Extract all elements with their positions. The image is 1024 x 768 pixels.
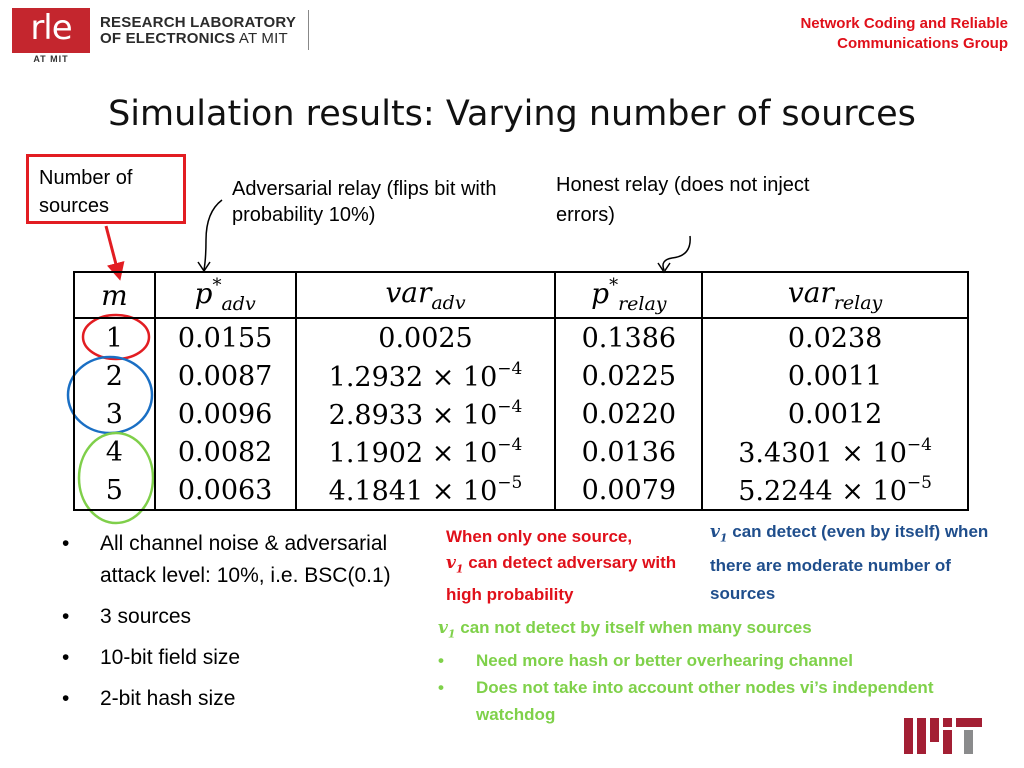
v1-symbol: v1: [446, 553, 464, 576]
bullet-icon: •: [62, 646, 70, 669]
lab-line2-thin: AT MIT: [235, 30, 288, 47]
list-item: • Need more hash or better overhearing ch…: [438, 647, 998, 674]
table-cell: 1: [73, 318, 156, 357]
header-var-relay: varrelay: [701, 271, 969, 319]
arrow-red-icon: [104, 225, 125, 281]
table-cell: 0.0079: [554, 471, 704, 511]
list-item: • 10-bit field size: [62, 642, 402, 674]
bullet-text: 2-bit hash size: [100, 687, 236, 710]
mit-logo-icon: [904, 718, 982, 754]
list-item: • All channel noise & adversarial attack …: [62, 528, 402, 592]
note-one-source: When only one source, v1 can detect adve…: [446, 524, 706, 608]
note-green-heading: v1 can not detect by itself when many so…: [438, 614, 998, 647]
table-cell: 4: [73, 433, 156, 471]
header-m: m: [73, 271, 156, 319]
list-item: • 3 sources: [62, 601, 402, 633]
table-cell: 0.0225: [554, 357, 704, 395]
bullet-icon: •: [62, 605, 70, 628]
arrow-adversarial-head-icon: [197, 261, 211, 273]
table-cell: 0.0012: [701, 395, 969, 433]
table-cell: 0.0136: [554, 433, 704, 471]
arrow-honest-icon: [662, 235, 691, 271]
group-title-line2: Communications Group: [837, 35, 1008, 52]
table-cell: 3: [73, 395, 156, 433]
note-red-text: can detect adversary with high probabili…: [446, 553, 677, 605]
bullet-text: 3 sources: [100, 605, 192, 628]
table-row: 4 0.0082 1.1902 × 10−4 0.0136 3.4301 × 10−4: [73, 433, 969, 471]
table-cell: 0.0025: [294, 318, 557, 357]
table-row: 1 0.0155 0.0025 0.1386 0.0238: [73, 318, 969, 357]
bullet-icon: •: [438, 651, 444, 671]
table-cell: 0.0220: [554, 395, 704, 433]
rle-logo-text: rle: [30, 8, 72, 48]
note-moderate-sources: v1 can detect (even by itself) when ther…: [710, 518, 1020, 608]
table-cell: 0.0063: [153, 471, 297, 511]
table-row: 2 0.0087 1.2932 × 10−4 0.0225 0.0011: [73, 357, 969, 395]
table-cell: 0.0087: [153, 357, 297, 395]
bullet-icon: •: [62, 532, 70, 555]
note-green-item: Need more hash or better overhearing cha…: [476, 651, 853, 671]
group-title: Network Coding and Reliable Communicatio…: [688, 14, 1008, 54]
list-item: • 2-bit hash size: [62, 683, 402, 715]
note-green-item: Does not take into account other nodes v…: [476, 678, 934, 725]
bullet-icon: •: [438, 678, 444, 698]
bullet-text: All channel noise & adversarial attack l…: [100, 532, 391, 587]
table-cell: 0.0155: [153, 318, 297, 357]
header-p-adv: p*adv: [153, 271, 297, 319]
table-cell: 3.4301 × 10−4: [701, 433, 969, 471]
table-cell: 0.0238: [701, 318, 969, 357]
table-cell: 2: [73, 357, 156, 395]
table-cell: 0.0096: [153, 395, 297, 433]
header-p-relay: p*relay: [554, 271, 704, 319]
header-divider: [308, 10, 309, 50]
header-var-adv: varadv: [294, 271, 557, 319]
rle-logo: rle: [12, 8, 90, 54]
callout-number-of-sources: Number of sources: [26, 154, 186, 224]
table-cell: 1.2932 × 10−4: [294, 357, 557, 395]
table-row: 5 0.0063 4.1841 × 10−5 0.0079 5.2244 × 10−5: [73, 471, 969, 511]
note-blue-text: can detect (even by itself) when there a…: [710, 522, 989, 604]
results-table: m p*adv varadv p*relay varrelay 1 0.0155 0…: [73, 271, 969, 511]
v1-symbol: v1: [438, 618, 456, 641]
slide-title: Simulation results: Varying number of so…: [108, 94, 916, 134]
table-cell: 0.0011: [701, 357, 969, 395]
bullet-icon: •: [62, 687, 70, 710]
callout-adversarial-relay: Adversarial relay (flips bit with probab…: [232, 178, 497, 226]
bullet-text: 10-bit field size: [100, 646, 241, 669]
note-many-sources: v1 can not detect by itself when many so…: [438, 614, 998, 728]
table-row: 3 0.0096 2.8933 × 10−4 0.0220 0.0012: [73, 395, 969, 433]
lab-name-line1: RESEARCH LABORATORY: [100, 14, 297, 31]
note-red-line-a: When only one source,: [446, 527, 633, 546]
note-green-text: can not detect by itself when many sourc…: [455, 618, 812, 637]
table-cell: 2.8933 × 10−4: [294, 395, 557, 433]
table-cell: 5: [73, 471, 156, 511]
v1-symbol: v1: [710, 522, 728, 545]
table-body: 1 0.0155 0.0025 0.1386 0.0238 2 0.0087 1.2932 ×…: [73, 318, 969, 511]
table-cell: 0.0082: [153, 433, 297, 471]
table-cell: 1.1902 × 10−4: [294, 433, 557, 471]
arrow-adversarial-icon: [203, 199, 223, 271]
table-cell: 5.2244 × 10−5: [701, 471, 969, 511]
lab-name-line2: OF ELECTRONICS AT MIT: [100, 30, 288, 47]
group-title-line1: Network Coding and Reliable: [800, 15, 1008, 32]
list-item: • Does not take into account other nodes …: [438, 674, 998, 728]
table-cell: 4.1841 × 10−5: [294, 471, 557, 511]
table-cell: 0.1386: [554, 318, 704, 357]
callout-honest-relay: Honest relay (does not inject errors): [556, 174, 810, 226]
parameter-list: • All channel noise & adversarial attack …: [62, 528, 402, 724]
lab-line2-bold: OF ELECTRONICS: [100, 30, 236, 47]
table-header-row: m p*adv varadv p*relay varrelay: [73, 271, 969, 319]
note-red-line-b: v1 can detect adversary with high probab…: [446, 550, 706, 608]
rle-logo-subtitle: AT MIT: [12, 53, 90, 66]
